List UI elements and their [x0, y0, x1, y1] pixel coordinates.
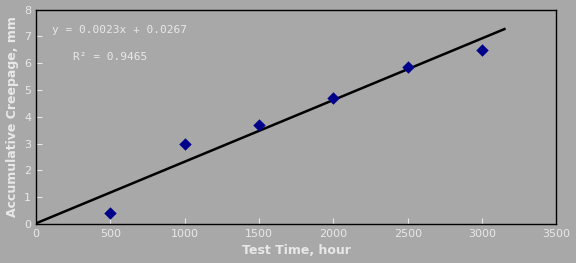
Text: R² = 0.9465: R² = 0.9465	[73, 52, 147, 62]
X-axis label: Test Time, hour: Test Time, hour	[242, 244, 351, 257]
Point	[106, 211, 115, 215]
Point	[403, 65, 412, 69]
Point	[255, 123, 264, 127]
Point	[478, 48, 487, 52]
Point	[180, 141, 190, 146]
Text: y = 0.0023x + 0.0267: y = 0.0023x + 0.0267	[52, 24, 187, 34]
Point	[329, 96, 338, 100]
Y-axis label: Accumulative Creepage, mm: Accumulative Creepage, mm	[6, 16, 18, 217]
